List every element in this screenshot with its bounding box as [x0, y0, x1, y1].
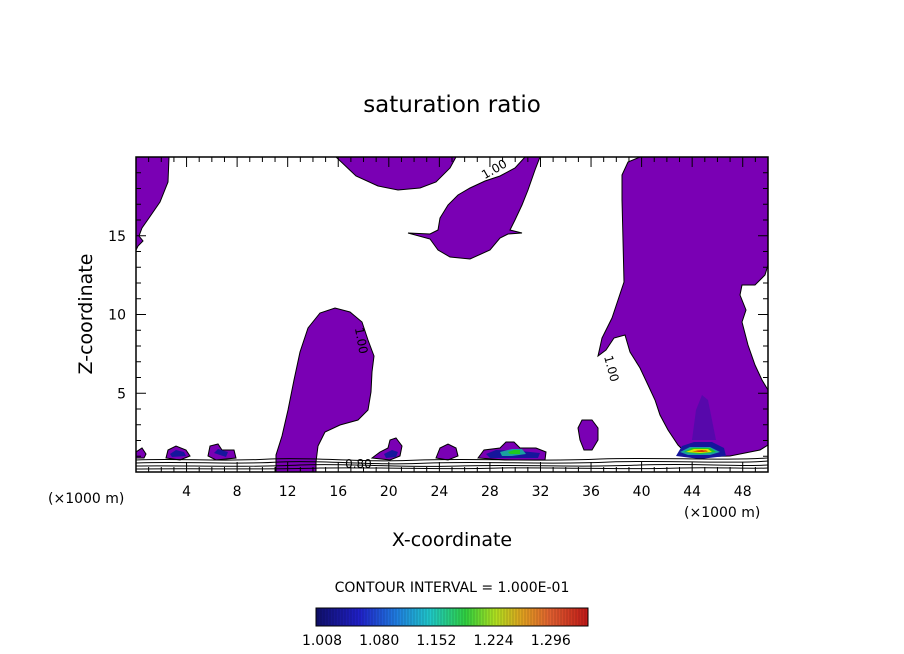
region-ground-left — [136, 447, 147, 459]
x-tick-label: 32 — [532, 484, 550, 500]
y-tick-label: 5 — [117, 386, 126, 402]
axis-ticks — [136, 157, 768, 472]
core-ground-20 — [384, 450, 398, 458]
colorbar — [315, 607, 589, 627]
region-right-cloud — [597, 157, 768, 458]
x-tick-labels: 4 8 12 16 20 24 28 32 36 40 44 48 — [182, 484, 752, 500]
colorbar-tick-label: 1.224 — [474, 633, 514, 649]
x-tick-label: 24 — [430, 484, 448, 500]
colorbar-tick-labels: 1.008 1.080 1.152 1.224 1.296 — [302, 633, 571, 649]
region-ground-26 — [435, 443, 459, 461]
x-unit-label: (×1000 m) — [684, 505, 760, 521]
core-ground-7 — [214, 449, 228, 457]
contour-fill-layer — [136, 157, 768, 472]
x-tick-label: 20 — [380, 484, 398, 500]
near-ground-contour-lines — [136, 457, 768, 470]
y-tick-labels: 5 10 15 — [108, 229, 126, 403]
core-ground-5 — [170, 450, 186, 457]
x-tick-label: 44 — [683, 484, 701, 500]
haze-right — [692, 395, 716, 440]
x-axis-label: X-coordinate — [392, 529, 512, 551]
region-top-middle-right — [407, 157, 541, 260]
x-tick-label: 48 — [734, 484, 752, 500]
chart-title: saturation ratio — [363, 92, 541, 118]
ground-contour-2 — [136, 460, 768, 465]
y-unit-label: (×1000 m) — [48, 491, 124, 507]
region-small-blob-36 — [577, 419, 599, 451]
x-tick-label: 40 — [633, 484, 651, 500]
x-tick-label: 12 — [279, 484, 297, 500]
x-tick-label: 36 — [582, 484, 600, 500]
x-tick-label: 16 — [329, 484, 347, 500]
contour-label: 0.80 — [345, 457, 372, 471]
colorbar-tick-label: 1.296 — [531, 633, 571, 649]
colorbar-hatching — [317, 609, 586, 625]
x-tick-label: 4 — [182, 484, 191, 500]
contour-interval-text: CONTOUR INTERVAL = 1.000E-01 — [335, 580, 570, 596]
y-axis-label: Z-coordinate — [75, 254, 97, 375]
ground-contour-1 — [136, 457, 768, 462]
colorbar-tick-label: 1.080 — [359, 633, 399, 649]
y-tick-label: 15 — [108, 229, 126, 245]
ground-contour-3 — [136, 463, 768, 467]
red-ground-45 — [696, 450, 705, 452]
contour-label: 1.00 — [352, 326, 370, 355]
region-central-plume — [275, 307, 375, 472]
green-ground-30 — [508, 450, 520, 454]
colorbar-tick-label: 1.008 — [302, 633, 342, 649]
x-tick-label: 8 — [233, 484, 242, 500]
region-top-middle-left — [335, 157, 457, 191]
x-tick-label: 28 — [481, 484, 499, 500]
contour-label: 1.00 — [601, 354, 621, 383]
colorbar-tick-label: 1.152 — [416, 633, 456, 649]
y-tick-label: 10 — [108, 308, 126, 324]
region-top-left — [136, 157, 170, 251]
